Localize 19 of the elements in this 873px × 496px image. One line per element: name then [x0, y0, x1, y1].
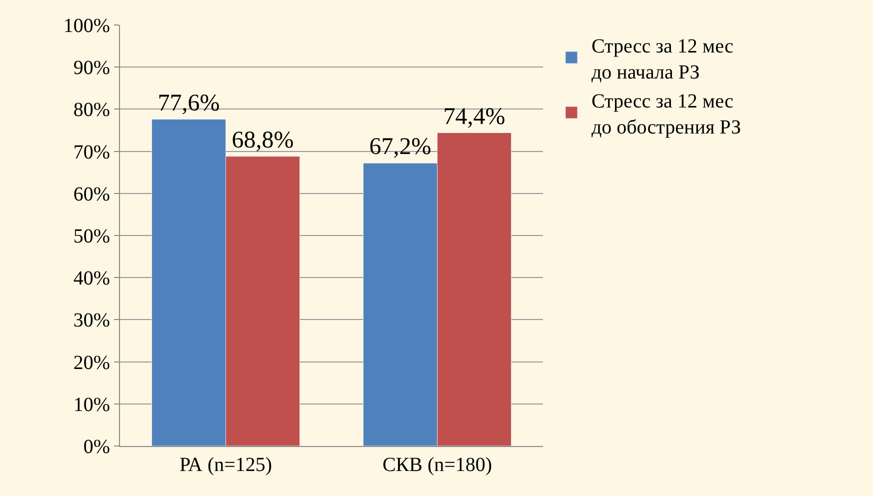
- y-tick-label: 70%: [73, 141, 110, 164]
- data-label: 68,8%: [232, 127, 294, 154]
- y-tick-label: 10%: [73, 394, 110, 416]
- x-tick-label: СКВ (n=180): [382, 454, 492, 476]
- x-tick-label: РА (n=125): [179, 454, 272, 476]
- y-tick-label: 40%: [73, 268, 110, 290]
- y-tick-label: 80%: [73, 99, 110, 122]
- legend-label: Стресс за 12 мес до начала РЗ: [591, 35, 734, 84]
- y-tick-label: 100%: [63, 15, 110, 37]
- y-tick-label: 60%: [73, 183, 110, 206]
- y-tick-label: 30%: [73, 310, 110, 332]
- y-tick-label: 50%: [73, 226, 110, 248]
- data-label: 77,6%: [158, 90, 220, 116]
- y-tick-label: 90%: [73, 57, 110, 80]
- legend-label: Стресс за 12 мес до обострения РЗ: [591, 90, 742, 138]
- y-tick-label: 20%: [73, 352, 110, 374]
- data-label: 74,4%: [443, 104, 506, 130]
- data-label: 67,2%: [369, 134, 432, 160]
- y-tick-label: 0%: [83, 436, 110, 458]
